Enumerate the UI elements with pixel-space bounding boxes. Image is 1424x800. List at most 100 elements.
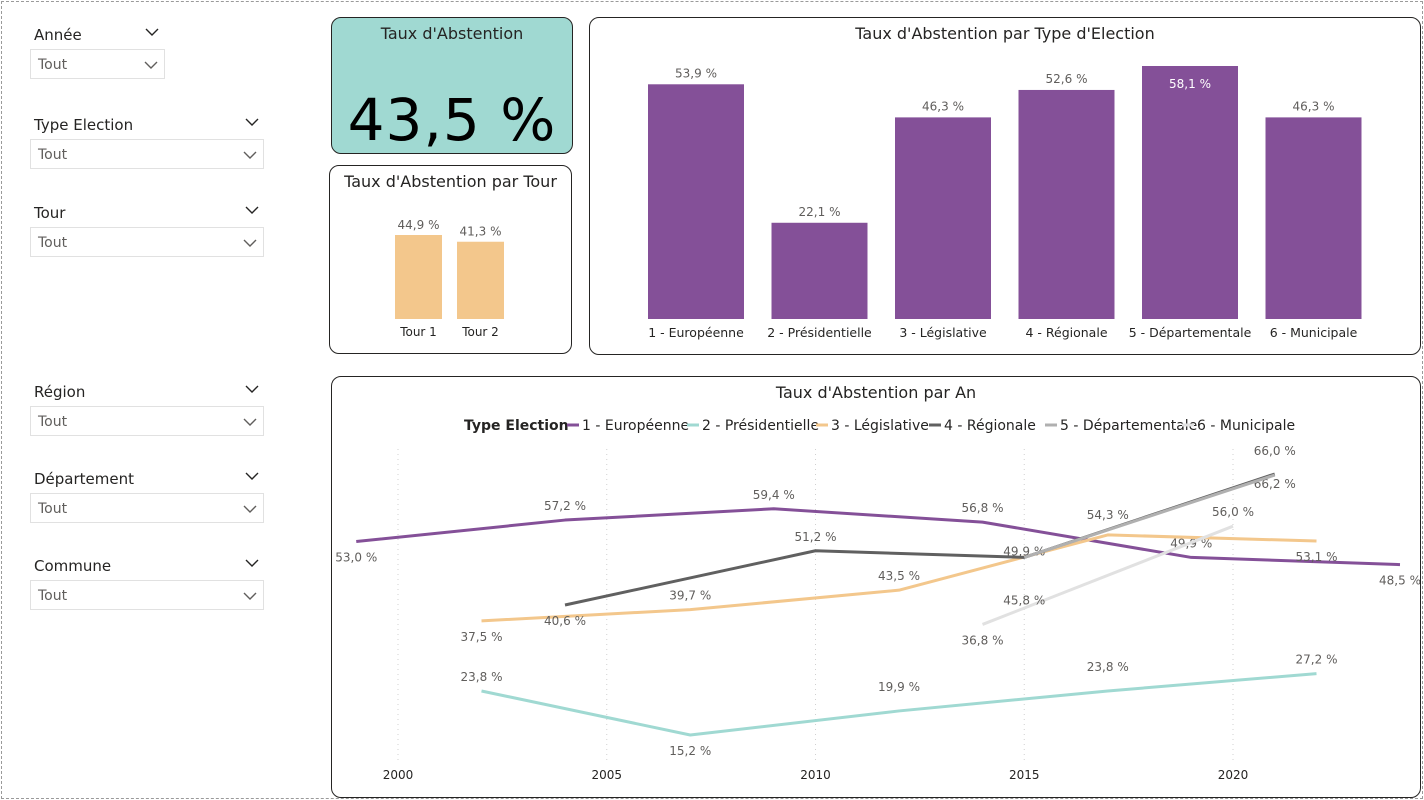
slicer-dropdown[interactable]: Tout: [30, 406, 264, 436]
data-label: 59,4 %: [753, 488, 795, 502]
type-category-label: 1 - Européenne: [648, 325, 744, 340]
data-label: 40,6 %: [544, 614, 586, 628]
data-label: 66,0 %: [1254, 444, 1296, 458]
x-tick-label: 2010: [800, 768, 831, 782]
slicer-dropdown[interactable]: Tout: [30, 580, 264, 610]
type-bar-label: 53,9 %: [675, 66, 717, 80]
legend-item: 2 - Présidentielle: [702, 418, 819, 434]
type-bar-chart: 53,9 % 1 - Européenne 22,1 % 2 - Présidenti…: [648, 66, 1362, 340]
slicer-title: Commune: [34, 557, 112, 575]
x-tick-label: 2020: [1218, 768, 1249, 782]
chevron-down-icon[interactable]: [244, 555, 260, 571]
type-bar-label: 22,1 %: [799, 205, 841, 219]
slicer-title: Région: [34, 383, 86, 401]
tour-bar: [457, 241, 504, 319]
tour-bar-chart: 44,9 % Tour 1 41,3 % Tour 2: [395, 218, 504, 339]
series-line: [1023, 473, 1276, 559]
slicer-value: Tout: [38, 501, 68, 517]
data-label: 19,9 %: [878, 680, 920, 694]
type-bar: [771, 222, 868, 319]
data-label: 43,5 %: [878, 569, 920, 583]
data-label: 54,3 %: [1087, 508, 1129, 522]
slicer-value: Tout: [38, 57, 68, 73]
x-tick-label: 2005: [591, 768, 622, 782]
chevron-down-icon[interactable]: [244, 114, 260, 130]
data-label: 56,8 %: [962, 501, 1004, 515]
data-label: 27,2 %: [1296, 653, 1338, 667]
type-bar: [1265, 117, 1362, 319]
chevron-down-icon: [243, 151, 257, 159]
chevron-down-icon[interactable]: [244, 468, 260, 484]
type-bar: [895, 117, 991, 319]
chevron-down-icon: [243, 418, 257, 426]
type-category-label: 4 - Régionale: [1025, 325, 1107, 340]
data-label: 57,2 %: [544, 499, 586, 513]
slicer-commune[interactable]: Commune Tout: [30, 553, 264, 610]
chevron-down-icon: [243, 592, 257, 600]
slicer-value: Tout: [38, 147, 68, 163]
chevron-down-icon[interactable]: [244, 202, 260, 218]
kpi-value: 43,5 %: [347, 86, 557, 154]
chevron-down-icon: [243, 239, 257, 247]
type-bar: [1142, 66, 1238, 319]
chevron-down-icon[interactable]: [244, 381, 260, 397]
series-line: [481, 672, 1317, 737]
data-label: 66,2 %: [1254, 477, 1296, 491]
slicer-type-election[interactable]: Type Election Tout: [30, 112, 264, 169]
slicer-dropdown[interactable]: Tout: [30, 227, 264, 257]
chevron-down-icon: [243, 505, 257, 513]
legend-item: 1 - Européenne: [582, 418, 689, 434]
type-bar-label: 52,6 %: [1046, 72, 1088, 86]
data-label: 23,8 %: [461, 670, 503, 684]
slicer-title: Type Election: [34, 116, 134, 134]
chart-title: Taux d'Abstention par An: [775, 383, 977, 402]
slicer-dropdown[interactable]: Tout: [30, 493, 264, 523]
slicer-title: Tour: [34, 204, 66, 222]
slicer-departement[interactable]: Département Tout: [30, 466, 264, 523]
type-bar-label: 58,1 %: [1169, 77, 1211, 91]
tour-bar-label: 41,3 %: [460, 225, 502, 239]
kpi-card[interactable]: Taux d'Abstention 43,5 %: [331, 17, 573, 154]
slicer-dropdown[interactable]: Tout: [30, 139, 264, 169]
legend-item: 5 - Départementale: [1060, 418, 1197, 434]
slicer-annee[interactable]: Année Tout: [30, 22, 264, 79]
data-label: 45,8 %: [1003, 593, 1045, 607]
year-line-chart: 2000 2005 2010 2015 2020 Type Election 1 - Eur…: [335, 418, 1420, 782]
type-bar-label: 46,3 %: [1293, 99, 1335, 113]
chart-by-type[interactable]: Taux d'Abstention par Type d'Election 53…: [589, 17, 1421, 355]
chevron-down-icon[interactable]: [144, 24, 160, 40]
legend-title: Type Election: [464, 418, 569, 434]
x-tick-label: 2015: [1009, 768, 1040, 782]
series-line: [481, 533, 1317, 623]
type-category-label: 6 - Municipale: [1270, 325, 1358, 340]
tour-bar: [395, 235, 442, 319]
tour-category-label: Tour 1: [399, 325, 437, 339]
data-label: 39,7 %: [669, 589, 711, 603]
data-label: 23,8 %: [1087, 660, 1129, 674]
slicer-tour[interactable]: Tour Tout: [30, 200, 264, 257]
chevron-down-icon: [144, 61, 158, 69]
type-bar: [1018, 89, 1115, 319]
kpi-title: Taux d'Abstention: [380, 24, 524, 43]
type-bar-label: 46,3 %: [922, 99, 964, 113]
series-line: [356, 507, 1401, 567]
tour-bar-label: 44,9 %: [398, 218, 440, 232]
chart-by-year[interactable]: Taux d'Abstention par An 2000 2005 2010 201…: [331, 376, 1421, 798]
data-label: 37,5 %: [461, 630, 503, 644]
data-label: 53,1 %: [1296, 550, 1338, 564]
slicer-value: Tout: [38, 588, 68, 604]
data-label: 36,8 %: [962, 633, 1004, 647]
series-line: [981, 524, 1234, 626]
slicer-value: Tout: [38, 235, 68, 251]
type-category-label: 5 - Départementale: [1129, 325, 1252, 340]
type-bar: [648, 84, 744, 319]
legend-item: 6 - Municipale: [1197, 418, 1295, 434]
slicer-dropdown[interactable]: Tout: [30, 49, 165, 79]
legend-item: 4 - Régionale: [944, 418, 1036, 434]
legend-item: 3 - Législative: [831, 418, 929, 434]
data-label: 15,2 %: [669, 744, 711, 758]
slicer-title: Année: [34, 26, 82, 44]
type-category-label: 2 - Présidentielle: [767, 325, 872, 340]
slicer-region[interactable]: Région Tout: [30, 379, 264, 436]
